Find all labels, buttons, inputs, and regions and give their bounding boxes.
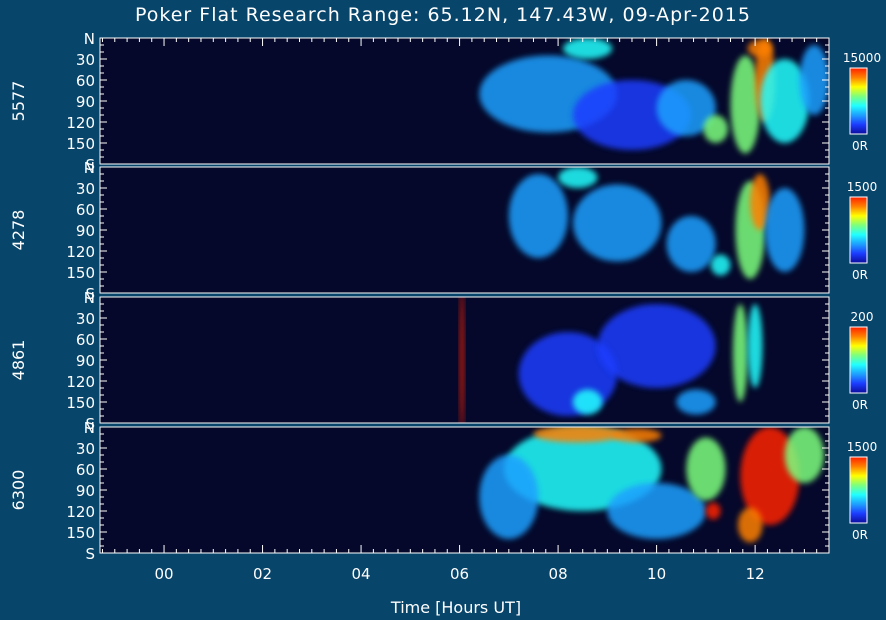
panel-5577: N 30 60 90 120 150 S 5577 15000 0R: [9, 30, 881, 174]
y-tick-label: S: [85, 545, 95, 563]
y-tick-label: 90: [76, 93, 95, 111]
emission-blob: [612, 428, 662, 443]
emission-blob: [503, 427, 662, 511]
y-tick-label: 30: [76, 51, 95, 69]
panel-6300: N 30 60 90 120 150 S 6300 1500 0R: [9, 419, 877, 563]
emission-marks: [479, 427, 825, 543]
colorbar-min-label: 0R: [852, 268, 868, 282]
x-tick-label: 10: [647, 565, 666, 583]
x-tick-label: 12: [746, 565, 765, 583]
panel-4278: N 30 60 90 120 150 S 4278 1500 0R: [9, 159, 877, 303]
y-tick-label: 120: [66, 503, 95, 521]
x-tick-label: 02: [253, 565, 272, 583]
emission-blob: [747, 40, 773, 57]
y-tick-label: 150: [66, 394, 95, 412]
emission-blob: [750, 174, 770, 230]
colorbar: [849, 326, 868, 394]
y-tick-label: 60: [76, 201, 95, 219]
colorbar-min-label: 0R: [852, 398, 868, 412]
colorbar-min-label: 0R: [852, 528, 868, 542]
emission-blob: [572, 184, 662, 262]
y-tick-label: N: [84, 419, 95, 437]
emission-blob: [508, 174, 568, 258]
x-axis-label: Time [Hours UT]: [390, 598, 521, 617]
y-tick-label: 90: [76, 222, 95, 240]
colorbar-max-label: 200: [851, 310, 874, 324]
x-tick-label: 04: [352, 565, 371, 583]
chart-title: Poker Flat Research Range: 65.12N, 147.4…: [135, 4, 751, 26]
emission-blob: [737, 507, 763, 543]
y-tick-label: 30: [76, 440, 95, 458]
wavelength-label: 4278: [9, 210, 28, 251]
y-tick-label: N: [84, 30, 95, 48]
emission-blob: [479, 455, 539, 539]
emission-marks: [479, 38, 829, 154]
y-tick-label: 90: [76, 352, 95, 370]
colorbar-max-label: 15000: [843, 51, 881, 65]
colorbar-min-label: 0R: [852, 139, 868, 153]
emission-blob: [705, 502, 721, 520]
emission-blob: [597, 304, 716, 388]
y-tick-label: S: [85, 415, 95, 433]
wavelength-label: 5577: [9, 81, 28, 122]
emission-marks: [460, 297, 763, 423]
x-tick-label: 00: [154, 565, 173, 583]
y-tick-label: S: [85, 156, 95, 174]
emission-blob: [686, 437, 726, 501]
emission-blob: [676, 389, 716, 415]
panel-background: [100, 297, 829, 423]
emission-blob: [710, 254, 731, 276]
y-tick-label: 120: [66, 114, 95, 132]
y-tick-label: 120: [66, 373, 95, 391]
emission-blob: [607, 483, 706, 539]
keogram-panels: N 30 60 90 120 150 S 5577 15000 0R N 30 60 90 120 150 S 4…: [9, 30, 881, 563]
emission-blob: [747, 304, 763, 388]
emission-blob: [703, 115, 728, 143]
y-tick-label: 120: [66, 243, 95, 261]
emission-blob: [730, 55, 761, 154]
emission-blob: [572, 389, 603, 415]
y-tick-label: 150: [66, 524, 95, 542]
y-tick-label: N: [84, 159, 95, 177]
colorbar: [849, 196, 868, 264]
y-tick-label: 150: [66, 264, 95, 282]
emission-blob: [460, 297, 464, 423]
y-tick-label: 60: [76, 72, 95, 90]
colorbar-max-label: 1500: [847, 440, 878, 454]
colorbar: [849, 456, 868, 524]
y-tick-label: 150: [66, 135, 95, 153]
y-tick-label: 60: [76, 461, 95, 479]
x-tick-label: 08: [549, 565, 568, 583]
y-tick-label: 90: [76, 482, 95, 500]
y-tick-label: N: [84, 289, 95, 307]
panel-background: [100, 38, 829, 164]
colorbar-max-label: 1500: [847, 180, 878, 194]
emission-blob: [558, 167, 598, 188]
emission-blob: [765, 188, 805, 272]
y-tick-label: 30: [76, 180, 95, 198]
y-tick-label: S: [85, 285, 95, 303]
emission-blob: [784, 427, 825, 483]
emission-blob: [533, 427, 623, 443]
y-tick-label: 30: [76, 310, 95, 328]
emission-marks: [508, 167, 805, 279]
y-tick-label: 60: [76, 331, 95, 349]
wavelength-label: 6300: [9, 470, 28, 511]
emission-blob: [760, 59, 810, 143]
wavelength-label: 4861: [9, 340, 28, 381]
emission-blob: [666, 216, 716, 272]
emission-blob: [656, 80, 716, 136]
panel-4861: N 30 60 90 120 150 S 4861 200 0R: [9, 289, 874, 433]
emission-blob: [732, 304, 748, 402]
emission-blob: [563, 38, 613, 59]
x-tick-label: 06: [450, 565, 469, 583]
colorbar: [849, 67, 868, 135]
x-axis: 00 02 04 06 08 10 12: [101, 38, 830, 583]
emission-blob: [740, 427, 800, 525]
emission-blob: [799, 45, 829, 115]
